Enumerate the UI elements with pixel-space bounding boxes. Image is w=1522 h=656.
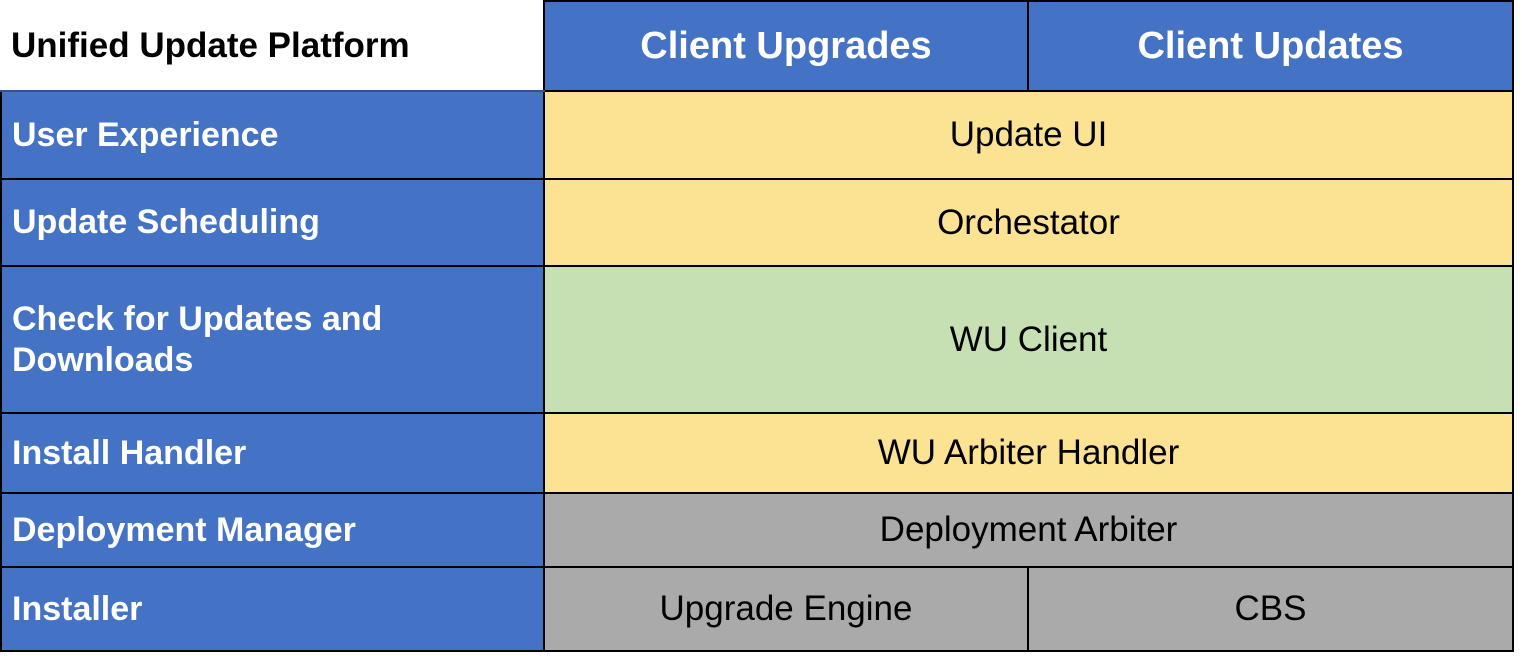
row-label-deployment-manager: Deployment Manager — [0, 492, 545, 568]
cell-wu-arbiter-handler: WU Arbiter Handler — [543, 412, 1514, 494]
cell-wu-client: WU Client — [543, 265, 1514, 414]
row-label-installer: Installer — [0, 566, 545, 652]
table-row: User Experience Update UI — [0, 90, 1514, 180]
cell-cbs: CBS — [1027, 566, 1514, 652]
cell-orchestator: Orchestator — [543, 178, 1514, 267]
cell-upgrade-engine: Upgrade Engine — [543, 566, 1029, 652]
table-row: Deployment Manager Deployment Arbiter — [0, 492, 1514, 568]
table-row: Install Handler WU Arbiter Handler — [0, 412, 1514, 494]
row-label-update-scheduling: Update Scheduling — [0, 178, 545, 267]
table-row: Check for Updates and Downloads WU Clien… — [0, 265, 1514, 414]
table-row: Update Scheduling Orchestator — [0, 178, 1514, 267]
cell-deployment-arbiter: Deployment Arbiter — [543, 492, 1514, 568]
table-header-row: Unified Update Platform Client Upgrades … — [1, 0, 1514, 92]
column-header-client-updates: Client Updates — [1027, 0, 1514, 92]
row-label-check-for-updates-and-downloads: Check for Updates and Downloads — [0, 265, 545, 414]
table-row: Installer Upgrade Engine CBS — [0, 566, 1514, 652]
column-header-client-upgrades: Client Upgrades — [543, 0, 1029, 92]
row-label-install-handler: Install Handler — [0, 412, 545, 494]
cell-update-ui: Update UI — [543, 90, 1514, 180]
row-label-user-experience: User Experience — [0, 90, 545, 180]
table-title: Unified Update Platform — [1, 1, 544, 92]
